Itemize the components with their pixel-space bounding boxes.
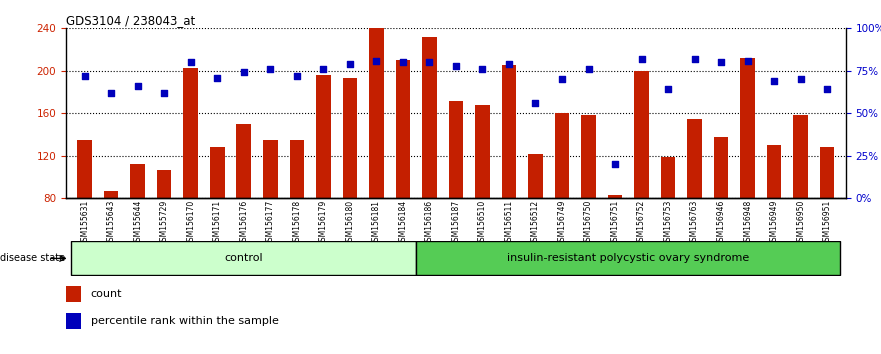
Bar xyxy=(687,119,702,198)
Point xyxy=(529,100,543,106)
Bar xyxy=(236,124,251,198)
Bar xyxy=(740,58,755,198)
Bar xyxy=(661,157,676,198)
Bar xyxy=(263,140,278,198)
Bar xyxy=(396,60,411,198)
Point xyxy=(396,59,410,65)
FancyBboxPatch shape xyxy=(416,241,840,275)
Bar xyxy=(210,147,225,198)
Bar xyxy=(157,170,172,198)
Bar xyxy=(422,37,437,198)
Point xyxy=(290,73,304,79)
Point xyxy=(237,70,251,75)
Point xyxy=(634,56,648,62)
Bar xyxy=(581,115,596,198)
Point xyxy=(130,83,144,89)
Point xyxy=(104,90,118,96)
Point xyxy=(422,59,436,65)
Point xyxy=(767,78,781,84)
Point xyxy=(263,66,278,72)
Point xyxy=(741,58,755,63)
Point xyxy=(661,87,675,92)
Point xyxy=(687,56,701,62)
Bar xyxy=(448,101,463,198)
Point xyxy=(555,76,569,82)
Bar xyxy=(78,140,92,198)
Text: GDS3104 / 238043_at: GDS3104 / 238043_at xyxy=(66,14,196,27)
Bar xyxy=(369,28,383,198)
Point xyxy=(448,63,463,69)
Bar xyxy=(529,154,543,198)
Bar xyxy=(316,75,330,198)
Bar xyxy=(183,68,198,198)
Bar xyxy=(130,164,145,198)
Bar xyxy=(820,147,834,198)
Bar xyxy=(555,113,569,198)
Bar xyxy=(290,140,304,198)
Point xyxy=(820,87,834,92)
Point xyxy=(316,66,330,72)
Point xyxy=(369,58,383,63)
Point xyxy=(581,66,596,72)
Bar xyxy=(66,286,81,302)
Text: percentile rank within the sample: percentile rank within the sample xyxy=(91,316,278,326)
Point xyxy=(343,61,357,67)
Point xyxy=(608,161,622,167)
Point xyxy=(157,90,171,96)
Bar xyxy=(475,105,490,198)
Text: count: count xyxy=(91,289,122,299)
Point xyxy=(794,76,808,82)
Point xyxy=(502,61,516,67)
FancyBboxPatch shape xyxy=(71,241,416,275)
Bar xyxy=(766,145,781,198)
Text: insulin-resistant polycystic ovary syndrome: insulin-resistant polycystic ovary syndr… xyxy=(507,253,750,263)
Point xyxy=(78,73,92,79)
Text: control: control xyxy=(225,253,263,263)
Point xyxy=(476,66,490,72)
Bar xyxy=(794,115,808,198)
Bar xyxy=(66,313,81,329)
Bar xyxy=(104,191,118,198)
Text: disease state: disease state xyxy=(0,253,65,263)
Bar xyxy=(634,71,648,198)
Point xyxy=(183,59,197,65)
Bar xyxy=(714,137,729,198)
Bar xyxy=(501,65,516,198)
Point xyxy=(714,59,729,65)
Bar xyxy=(608,195,622,198)
Bar xyxy=(343,78,357,198)
Point xyxy=(211,75,225,80)
